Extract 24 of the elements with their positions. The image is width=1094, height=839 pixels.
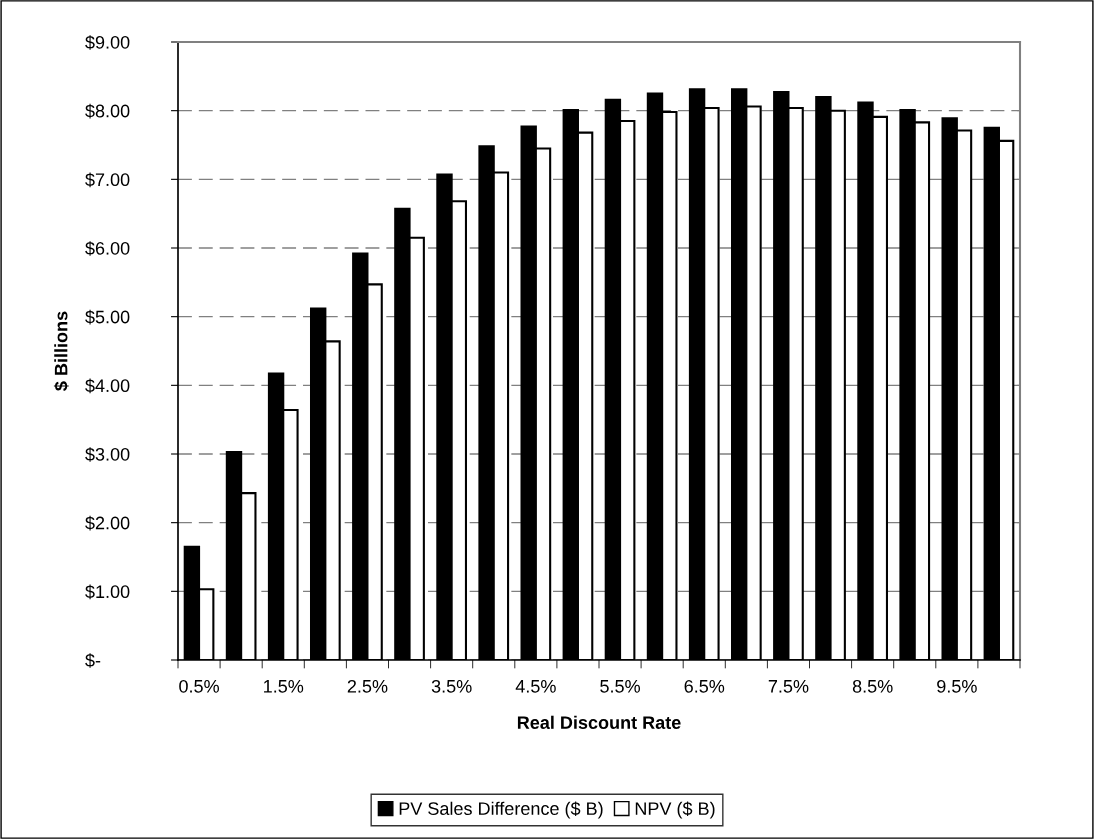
x-tick-label: 1.5% [264, 680, 304, 693]
x-tick-label: 4.5% [515, 680, 556, 693]
y-tick-label: $4.00 [85, 378, 130, 394]
y-tick-label: $6.00 [85, 241, 130, 256]
x-tick-label: 6.5% [684, 679, 725, 693]
x-tick-label: 7.5% [768, 680, 809, 693]
x-tick-label: 0.5% [179, 679, 219, 693]
y-tick-label: $- [85, 653, 101, 668]
x-axis-title: Real Discount Rate [517, 715, 681, 729]
y-tick-label: $5.00 [85, 309, 130, 325]
x-tick-label: 3.5% [431, 679, 472, 693]
y-tick-label: $7.00 [85, 172, 130, 188]
y-tick-label: $2.00 [85, 515, 130, 531]
y-tick-label: $3.00 [85, 447, 130, 462]
x-tick-label: 9.5% [937, 679, 977, 693]
y-tick-label: $9.00 [85, 35, 130, 50]
y-tick-label: $8.00 [85, 103, 130, 119]
x-tick-label: 2.5% [347, 679, 388, 693]
y-axis-title: $ Billions [53, 311, 69, 391]
y-tick-label: $1.00 [85, 584, 130, 600]
x-tick-label: 5.5% [600, 680, 640, 693]
legend-label: NPV ($ B) [635, 801, 715, 819]
legend-label: PV Sales Difference ($ B) [399, 801, 603, 819]
x-tick-label: 8.5% [852, 679, 893, 693]
